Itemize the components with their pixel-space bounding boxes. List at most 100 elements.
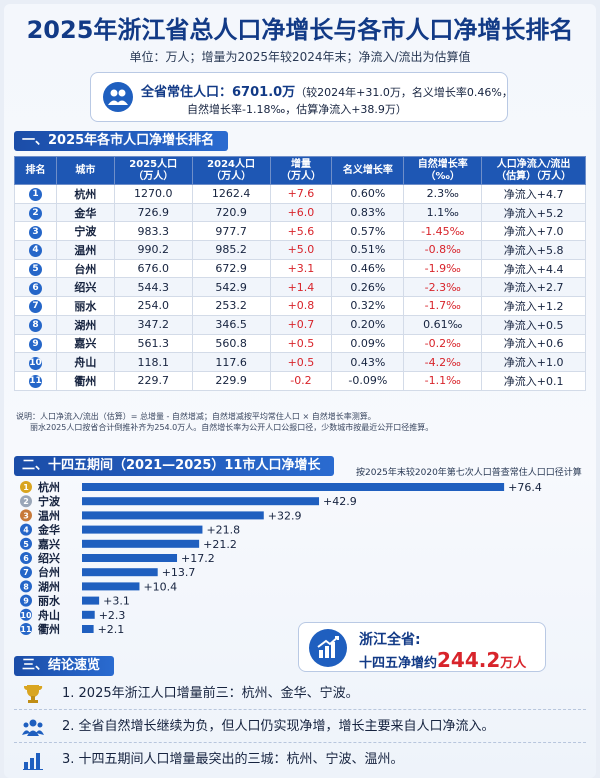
data-label: +21.8 — [206, 524, 240, 537]
rank-marker — [20, 594, 32, 607]
cell-p2025: 347.2 — [113, 314, 193, 335]
bar-chart-icon — [22, 750, 44, 770]
conclusion-item: 2. 全省自然增长继续为负，但人口仍实现净增，增长主要来自人口净流入。 — [14, 713, 586, 741]
conclusion-text-2: 2. 全省自然增长继续为负，但人口仍实现净增，增长主要来自人口净流入。 — [62, 719, 495, 734]
infographic-page: 2025年浙江省总人口净增长与各市人口净增长排名 单位：万人；增量为2025年较… — [4, 4, 596, 778]
cell-city: 湖州 — [55, 314, 115, 335]
cell-nat: -1.45‰ — [403, 221, 483, 242]
cell-inc: +0.8 — [269, 296, 333, 316]
cell-inc: +1.4 — [269, 277, 333, 298]
cell-p2025: 990.2 — [113, 240, 193, 260]
cell-city: 舟山 — [55, 352, 115, 372]
cell-nat: -4.2‰ — [403, 352, 483, 372]
cell-nom: 0.46% — [331, 258, 405, 279]
bar — [82, 582, 140, 591]
column-header: 城市 — [55, 156, 115, 185]
bar — [82, 554, 178, 562]
data-label: +76.4 — [508, 481, 542, 494]
cell-rank: 5 — [14, 258, 57, 279]
cell-flow: 净流入+0.1 — [481, 370, 586, 391]
table-body: 1 杭州 1270.0 1262.4 +7.6 0.60% 2.3‰ 净流入+4.7 2 金华 72… — [14, 184, 586, 391]
cell-inc: +5.0 — [269, 240, 333, 260]
cell-p2024: 672.9 — [191, 258, 271, 279]
cell-inc: -0.2 — [269, 370, 333, 391]
category-label: 嘉兴 — [37, 537, 60, 551]
rank-marker — [20, 495, 32, 508]
cell-nom: 0.26% — [331, 277, 405, 298]
table-row: 11 衢州 229.7 229.9 -0.2 -0.09% -1.1‰ 净流入+0.1 — [14, 370, 586, 391]
cell-nat: 0.61‰ — [403, 314, 483, 335]
column-header: 名义增长率 — [331, 156, 405, 185]
table-row: 4 温州 990.2 985.2 +5.0 0.51% -0.8‰ 净流入+5.8 — [14, 240, 586, 260]
summary-line-1: 全省常住人口：6701.0万（较2024年+31.0万，名义增长率0.46%， — [141, 81, 513, 100]
data-label: +21.2 — [203, 538, 237, 551]
cell-p2025: 983.3 — [113, 221, 193, 242]
summary-detail-2: 自然增长率-1.18‰，估算净流入+38.9万） — [187, 103, 407, 116]
cell-nat: -0.8‰ — [403, 240, 483, 260]
rank-badge: 4 — [28, 244, 42, 258]
rank-number: 9 — [23, 597, 29, 606]
cell-rank: 6 — [14, 277, 57, 298]
cell-inc: +3.1 — [269, 258, 333, 279]
rank-number: 10 — [20, 611, 32, 620]
cell-nat: -2.3‰ — [403, 277, 483, 298]
cell-city: 丽水 — [55, 296, 115, 316]
cell-p2024: 117.6 — [191, 352, 271, 372]
rank-number: 8 — [23, 582, 29, 591]
column-header-label: 自然增长率 — [417, 158, 468, 170]
column-header-sublabel: （‰） — [425, 170, 460, 182]
data-label: +2.3 — [99, 609, 126, 622]
column-header: 排名 — [14, 156, 57, 185]
page-subtitle: 单位：万人；增量为2025年较2024年末；净流入/流出为估算值 — [129, 50, 471, 64]
rank-badge: 7 — [28, 300, 42, 314]
bar — [82, 625, 94, 633]
cell-flow: 净流入+7.0 — [481, 221, 586, 242]
rank-badge: 1 — [28, 188, 42, 202]
cell-city: 台州 — [55, 258, 115, 279]
cell-p2025: 254.0 — [113, 296, 193, 316]
rank-marker — [20, 623, 32, 635]
rank-badge: 5 — [28, 263, 42, 277]
data-label: +2.1 — [98, 623, 125, 636]
cell-p2024: 985.2 — [191, 240, 271, 260]
cell-flow: 净流入+4.7 — [481, 184, 586, 204]
column-header: 自然增长率 （‰） — [403, 156, 483, 185]
cell-inc: +0.5 — [269, 352, 333, 372]
bar — [82, 525, 203, 534]
total-value: 244.2 — [437, 648, 501, 672]
bar — [82, 539, 200, 548]
section-3-title: 三、结论速览 — [14, 656, 115, 676]
column-header-label: 名义增长率 — [342, 164, 393, 176]
cell-city: 杭州 — [55, 184, 115, 204]
rank-number: 6 — [23, 554, 29, 563]
rank-marker — [20, 566, 32, 579]
rank-marker — [20, 509, 32, 522]
cell-flow: 净流入+5.2 — [481, 202, 586, 223]
cell-p2025: 561.3 — [113, 333, 193, 354]
cell-flow: 净流入+4.4 — [481, 258, 586, 279]
data-label: +10.4 — [143, 580, 177, 593]
cell-nom: -0.09% — [331, 370, 405, 391]
summary-value: 6701.0万 — [232, 85, 296, 100]
table-row: 6 绍兴 544.3 542.9 +1.4 0.26% -2.3‰ 净流入+2.7 — [14, 277, 586, 298]
table-row: 9 嘉兴 561.3 560.8 +0.5 0.09% -0.2‰ 净流入+0.6 — [14, 333, 586, 354]
cell-city: 嘉兴 — [55, 333, 115, 354]
category-label: 绍兴 — [38, 551, 60, 565]
cell-nom: 0.09% — [331, 333, 405, 354]
category-label: 杭州 — [38, 480, 60, 494]
rank-number: 2 — [23, 497, 29, 506]
cell-nom: 0.20% — [331, 314, 405, 335]
summary-detail-1: （较2024年+31.0万，名义增长率0.46%， — [295, 86, 513, 99]
table-row: 5 台州 676.0 672.9 +3.1 0.46% -1.9‰ 净流入+4.4 — [14, 258, 586, 279]
total-label: 浙江全省: — [359, 632, 421, 648]
table-row: 3 宁波 983.3 977.7 +5.6 0.57% -1.45‰ 净流入+7.0 — [14, 221, 586, 242]
data-label: +13.7 — [162, 566, 196, 579]
column-header-label: 增量 — [290, 158, 311, 170]
column-header-label: 2025人口 — [129, 158, 178, 170]
rank-badge: 11 — [28, 375, 42, 389]
cell-p2025: 229.7 — [113, 370, 193, 391]
cell-p2025: 726.9 — [113, 202, 193, 223]
cell-rank: 8 — [14, 314, 57, 335]
table-notes: 说明：人口净流入/流出（估算）= 总增量 - 自然增减；自然增减按平均常住人口 … — [16, 411, 586, 433]
conclusion-item: 1. 2025年浙江人口增量前三：杭州、金华、宁波。 — [14, 680, 586, 708]
